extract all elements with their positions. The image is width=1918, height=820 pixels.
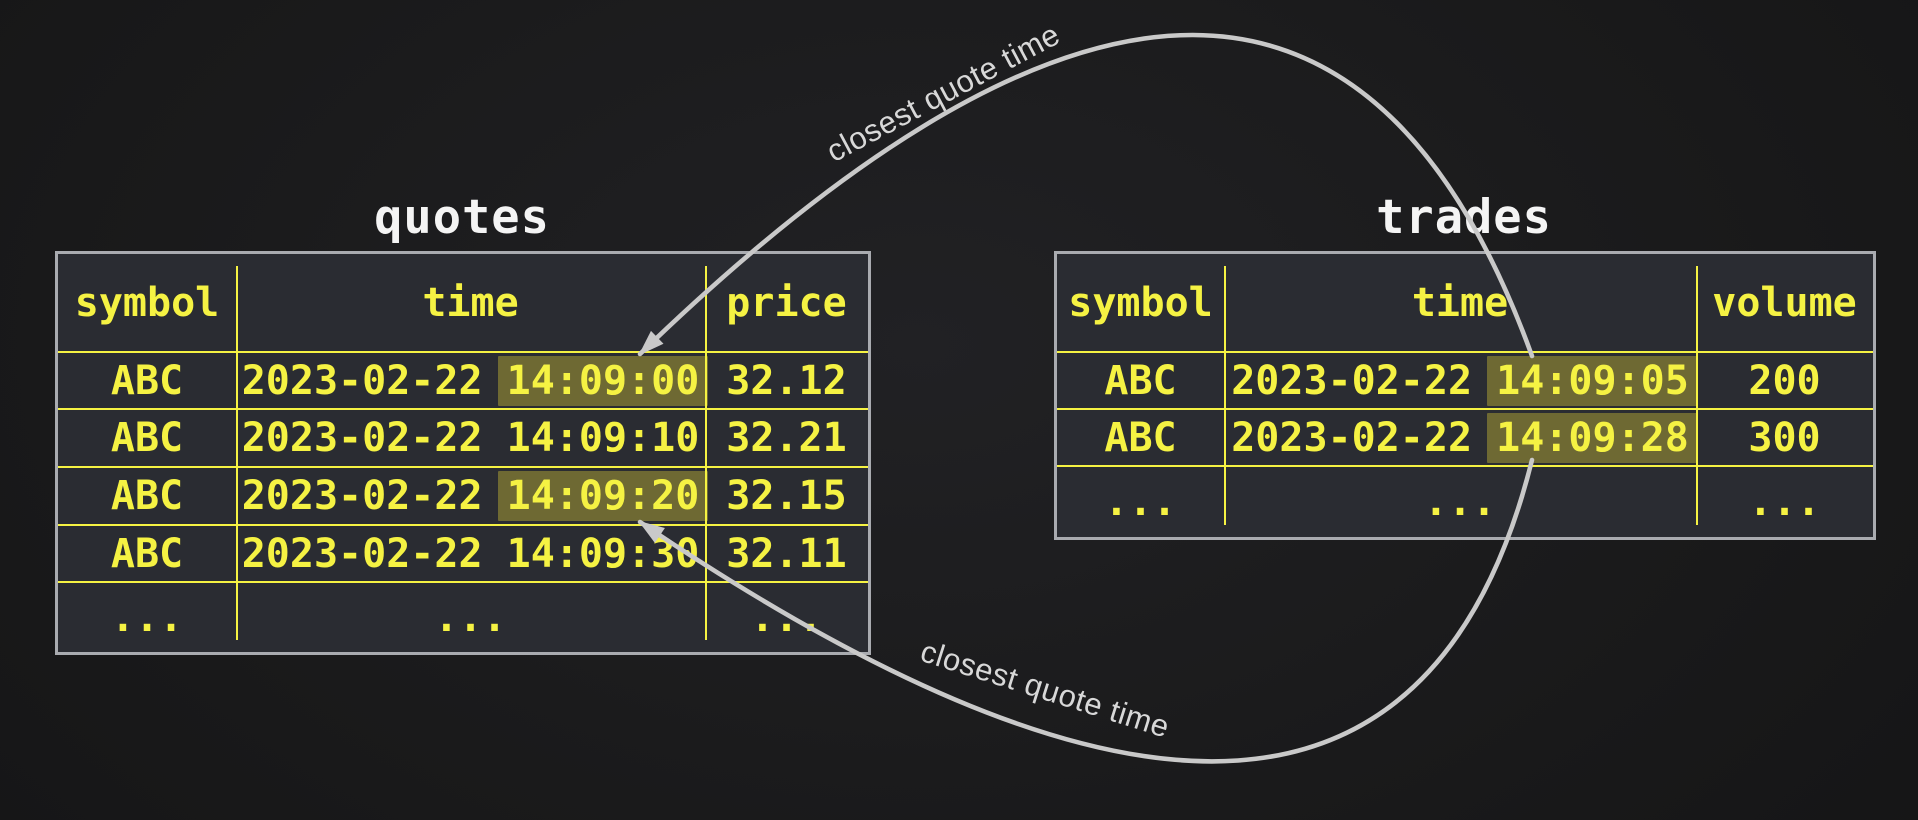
highlighted-time: 14:09:05 bbox=[1487, 355, 1698, 406]
trades-header-symbol: symbol bbox=[1068, 279, 1213, 326]
highlighted-time: 14:09:00 bbox=[497, 355, 709, 406]
time-cell: 2023-02-22 14:09:20 bbox=[236, 466, 709, 524]
symbol-cell: ABC bbox=[58, 351, 236, 408]
price-cell: 32.11 bbox=[705, 524, 868, 581]
trades-table-title: trades bbox=[1376, 190, 1552, 245]
ellipsis-cell: ... bbox=[705, 581, 868, 652]
quotes-header-symbol: symbol bbox=[74, 279, 220, 326]
time-cell: 2023-02-22 14:09:00 bbox=[236, 351, 709, 408]
price-cell: 32.21 bbox=[705, 408, 868, 466]
date-text: 2023-02-22 bbox=[1231, 414, 1473, 461]
time-cell: 2023-02-22 14:09:10 bbox=[236, 408, 705, 466]
symbol-cell: ABC bbox=[58, 524, 236, 581]
symbol-cell: ABC bbox=[58, 408, 236, 466]
time-cell: 2023-02-22 14:09:05 bbox=[1224, 351, 1698, 408]
volume-cell: 200 bbox=[1696, 351, 1873, 408]
time-text: 14:09:10 bbox=[506, 415, 700, 461]
ellipsis-cell: ... bbox=[1224, 465, 1696, 537]
time-cell: 2023-02-22 14:09:28 bbox=[1224, 408, 1698, 465]
quotes-header-price: price bbox=[726, 279, 847, 326]
price-cell: 32.12 bbox=[705, 351, 868, 408]
quotes-header-time: time bbox=[422, 279, 519, 326]
symbol-cell: ABC bbox=[1057, 351, 1224, 408]
column-divider bbox=[236, 266, 238, 640]
price-cell: 32.15 bbox=[705, 466, 868, 524]
quotes-table: symbol time price ABC 2023-02-22 14:09:00… bbox=[55, 251, 871, 655]
column-divider bbox=[705, 266, 707, 640]
symbol-cell: ABC bbox=[58, 466, 236, 524]
column-divider bbox=[1224, 266, 1226, 525]
column-divider bbox=[1696, 266, 1698, 525]
ellipsis-cell: ... bbox=[1057, 465, 1224, 537]
quotes-table-title: quotes bbox=[374, 190, 550, 245]
date-text: 2023-02-22 bbox=[241, 357, 483, 404]
volume-cell: 300 bbox=[1696, 408, 1873, 465]
time-cell: 2023-02-22 14:09:30 bbox=[236, 524, 705, 581]
ellipsis-cell: ... bbox=[58, 581, 236, 652]
date-text: 2023-02-22 bbox=[1231, 357, 1473, 404]
trades-header-volume: volume bbox=[1712, 279, 1857, 326]
ellipsis-cell: ... bbox=[1696, 465, 1873, 537]
ellipsis-cell: ... bbox=[236, 581, 705, 652]
date-text: 2023-02-22 bbox=[241, 530, 483, 577]
date-text: 2023-02-22 bbox=[241, 473, 483, 519]
arrow-label-top: closest quote time bbox=[821, 17, 1066, 169]
trades-table: symbol time volume ABC 2023-02-22 14:09:0… bbox=[1054, 251, 1876, 540]
trades-header-time: time bbox=[1411, 279, 1509, 326]
time-text: 14:09:30 bbox=[506, 530, 700, 577]
highlighted-time: 14:09:28 bbox=[1487, 412, 1698, 463]
date-text: 2023-02-22 bbox=[241, 415, 483, 461]
arrow-label-bottom: closest quote time bbox=[916, 633, 1173, 744]
highlighted-time: 14:09:20 bbox=[497, 471, 709, 521]
symbol-cell: ABC bbox=[1057, 408, 1224, 465]
